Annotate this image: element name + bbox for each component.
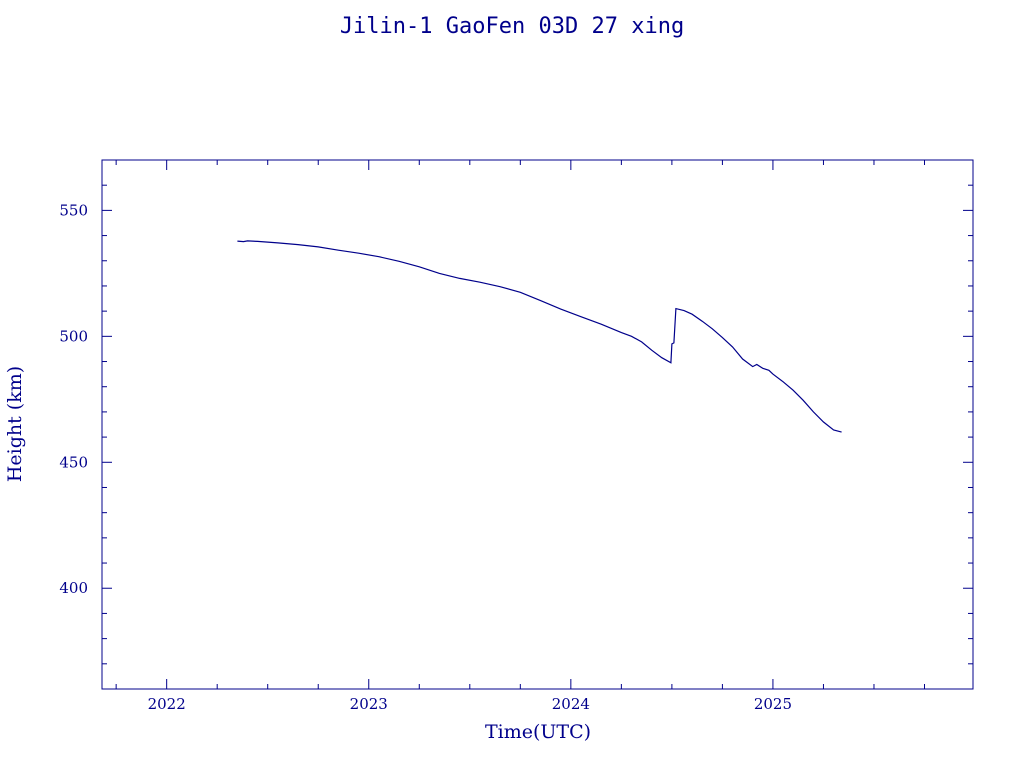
plot-frame bbox=[101, 159, 974, 690]
y-tick-label: 400 bbox=[59, 579, 88, 597]
tick-labels: 2022 2023 2024 2025 400 450 500 550 bbox=[59, 201, 792, 713]
y-tick-label: 450 bbox=[59, 453, 88, 471]
y-tick-label: 500 bbox=[59, 327, 88, 345]
chart-title: Jilin-1 GaoFen 03D 27 xing bbox=[339, 14, 685, 39]
x-tick-label: 2024 bbox=[552, 695, 590, 713]
series-line-height bbox=[237, 240, 842, 433]
y-axis-label: Height (km) bbox=[4, 366, 26, 482]
axis-ticks bbox=[102, 159, 973, 690]
x-tick-label: 2025 bbox=[754, 695, 792, 713]
x-tick-label: 2022 bbox=[148, 695, 186, 713]
x-tick-label: 2023 bbox=[350, 695, 388, 713]
x-axis-label: Time(UTC) bbox=[485, 721, 591, 743]
y-tick-label: 550 bbox=[59, 201, 88, 219]
